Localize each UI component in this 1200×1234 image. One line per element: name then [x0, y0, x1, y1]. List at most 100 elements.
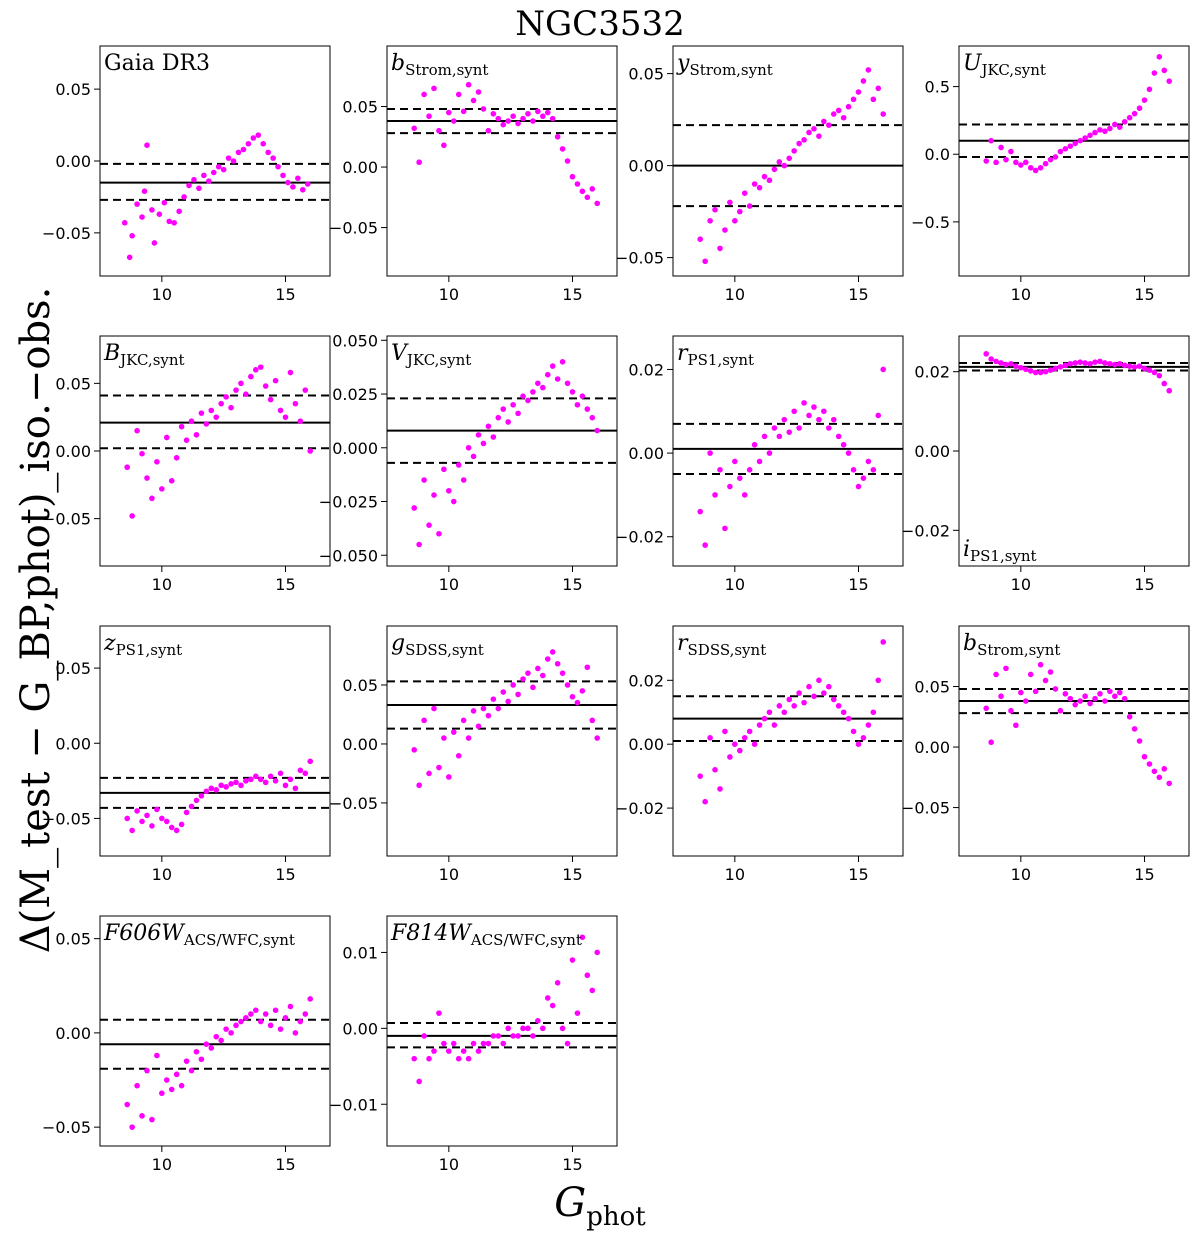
panel-5-label: BJKC,synt [103, 341, 185, 369]
panel-12-point [1003, 665, 1009, 672]
panel-2-point [515, 120, 521, 127]
panel-6-point [515, 410, 521, 417]
panel-9-point [307, 758, 314, 765]
panel-12-point [1072, 701, 1079, 708]
panel-1-point [201, 172, 207, 179]
panel-9-xtick-label: 15 [275, 865, 295, 884]
panel-1-point [166, 218, 173, 225]
panel-6-point [450, 498, 457, 505]
panel-6-point [530, 389, 536, 395]
panel-7-point [845, 450, 852, 456]
panel-4-point [983, 158, 990, 164]
panel-7: −0.02 0.00 0.02 10 15 rPS1,synt [615, 335, 904, 594]
panel-4-point [1042, 160, 1049, 167]
panel-9-point [282, 782, 289, 789]
panel-6-point [436, 530, 442, 537]
panel-1-point [186, 182, 192, 189]
panel-4-point [1018, 162, 1024, 168]
panel-9-point [149, 823, 155, 829]
panel-9-xtick-label: 10 [152, 865, 172, 884]
panel-2-point [450, 118, 457, 124]
panel-5-point [253, 367, 259, 373]
panel-13-point [139, 1113, 145, 1119]
panel-7-point [875, 412, 882, 419]
panel-5-point [272, 377, 279, 384]
panel-2-point [475, 89, 482, 95]
panel-2-point [455, 91, 462, 98]
panel-7-point [880, 366, 887, 373]
panel-4-point [1037, 164, 1044, 171]
panel-13-point [168, 1086, 175, 1093]
panel-11-xtick-label: 15 [848, 865, 868, 884]
panel-4-point [1057, 148, 1064, 155]
panel-3-point [746, 203, 753, 209]
panel-10-point [436, 764, 442, 771]
panel-5-ytick-label: −0.05 [42, 510, 91, 529]
panel-1-point [161, 199, 168, 206]
panel-10-point [431, 705, 437, 712]
panel-5-point [183, 437, 190, 443]
panel-3-point [751, 181, 758, 187]
panel-11-ytick-label: −0.02 [615, 799, 664, 818]
panel-3-point [732, 218, 738, 224]
panel-9-point [218, 782, 224, 789]
panel-12-point [1022, 698, 1029, 704]
panel-9-point [168, 824, 175, 831]
panel-3-point [870, 96, 877, 103]
panel-4-point [1013, 159, 1019, 166]
panel-10: −0.05 0.00 0.05 10 15 gSDSS,synt [329, 625, 618, 884]
panel-8-xtick-label: 10 [1011, 575, 1031, 594]
panel-5-point [173, 454, 180, 461]
panel-14-point [475, 1048, 482, 1054]
panel-4-point [993, 159, 999, 166]
panel-7-point [761, 433, 768, 440]
panel-11: −0.02 0.00 0.02 10 15 rSDSS,synt [615, 625, 904, 884]
panel-8-ytick-label: 0.02 [914, 363, 950, 382]
panel-1-point [270, 155, 276, 161]
panel-7-point [707, 450, 713, 456]
panel-3-point [697, 236, 704, 242]
panel-6-point [549, 363, 556, 369]
panel-5-point [144, 475, 150, 481]
panel-8-point [1072, 360, 1079, 366]
panel-12-frame [958, 625, 1190, 857]
panel-4-label-sub: JKC,synt [980, 61, 1046, 79]
panel-9-frame [99, 625, 331, 857]
panel-8-point [1008, 360, 1014, 367]
panel-5-point [248, 373, 254, 380]
panel-10-point [554, 660, 561, 667]
panel-4-point [1008, 148, 1014, 155]
panel-3-point [830, 111, 837, 117]
panel-6-label: VJKC,synt [391, 341, 471, 369]
panel-5-point [198, 410, 205, 416]
panel-5-point [139, 450, 145, 457]
panel-9-point [203, 788, 210, 795]
panel-6-ytick-label: −0.025 [319, 493, 378, 512]
panel-5: −0.05 0.00 0.05 10 15 BJKC,synt [42, 335, 331, 594]
panel-14-point [460, 1048, 467, 1054]
panel-14-point [525, 1025, 531, 1032]
panel-2-point [520, 115, 526, 122]
panel-9-point [277, 770, 284, 777]
panel-4-point [1067, 143, 1074, 149]
panel-1: −0.05 0.00 0.05 10 15 Gaia DR3 [42, 45, 331, 304]
panel-14-point [441, 1040, 447, 1047]
panel-6: −0.050 −0.025 0.000 0.025 0.050 10 15 VJKC,synt [319, 331, 618, 594]
panel-8-point [1102, 360, 1108, 366]
panel-13-point [287, 1003, 294, 1010]
panel-11-point [727, 754, 733, 760]
panel-1-point [181, 194, 187, 200]
panel-6-frame [386, 335, 618, 567]
panel-14-point [495, 1033, 502, 1039]
panel-1-ytick-label: 0.05 [55, 80, 91, 99]
panel-10-point [525, 670, 531, 676]
panel-8-point [1116, 360, 1123, 367]
panel-12-point [1146, 761, 1153, 767]
panel-2-point [540, 113, 546, 120]
panel-12-point [1082, 693, 1088, 700]
panel-2-point [554, 133, 561, 140]
panel-3-point [865, 67, 872, 73]
panel-11-ytick-label: 0.00 [628, 735, 664, 754]
panel-8-point [1087, 360, 1093, 367]
